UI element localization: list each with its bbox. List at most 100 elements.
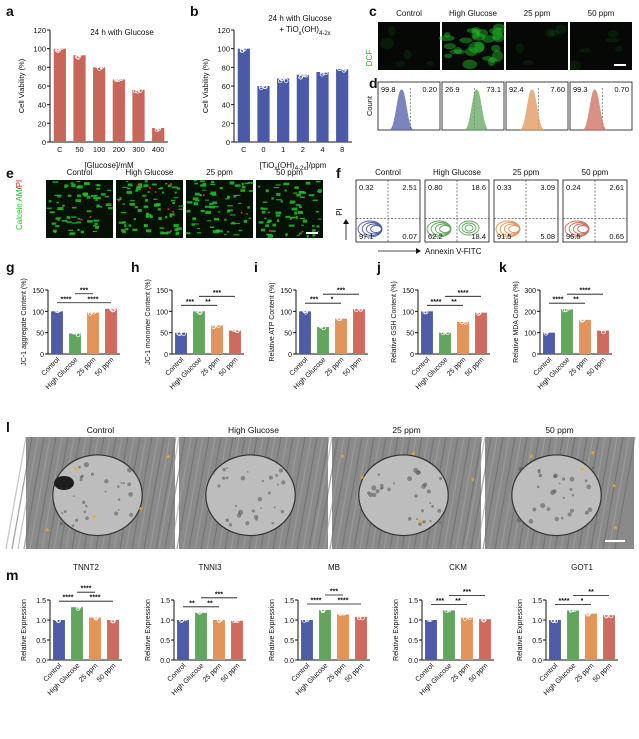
sig-label: ****: [311, 598, 322, 605]
live-cell: [216, 229, 223, 233]
chromatin: [234, 504, 237, 507]
dcf-signal: [443, 43, 456, 50]
bar-control: [299, 311, 311, 354]
dcf-signal: [489, 27, 505, 35]
live-cell: [194, 223, 199, 225]
bar-control: [543, 332, 555, 354]
live-cell: [71, 216, 77, 218]
live-cell: [241, 185, 246, 189]
data-point: [442, 329, 448, 335]
bar-1: [277, 78, 290, 142]
chromatin: [387, 487, 391, 492]
live-cell: [93, 219, 100, 222]
myofibril-band: [296, 436, 318, 550]
quadrant-ur: 3.09: [540, 183, 555, 192]
live-cell: [231, 221, 235, 224]
live-cell: [210, 191, 217, 195]
data-point: [77, 52, 83, 57]
live-cell: [317, 189, 322, 191]
live-cell: [299, 232, 302, 235]
live-cell: [240, 189, 246, 192]
y-tick-label: 40: [222, 101, 230, 110]
live-cell: [233, 194, 237, 198]
live-cell: [302, 219, 308, 223]
chromatin: [528, 519, 534, 524]
data-point: [553, 618, 559, 624]
chromatin: [379, 483, 384, 488]
live-cell: [199, 180, 205, 183]
density-contour: [370, 225, 382, 233]
data-point: [356, 613, 362, 619]
chromatin: [591, 466, 595, 470]
bar-25-ppm: [89, 617, 101, 660]
histogram-curve: [464, 89, 490, 131]
live-cell: [245, 213, 248, 215]
column-header: 50 ppm: [276, 168, 303, 177]
sig-label: ***: [310, 297, 318, 304]
bar-control: [301, 620, 313, 660]
chromatin: [422, 520, 426, 524]
mitochondria-marker: *: [93, 514, 97, 524]
chromatin: [550, 489, 556, 496]
y-tick-label: 100: [217, 45, 230, 54]
data-point: [603, 613, 609, 618]
sig-label: **: [588, 589, 594, 596]
myofibril-band: [170, 436, 192, 550]
chromatin: [251, 509, 255, 513]
bar-high-glucose: [443, 610, 455, 660]
bar-50-ppm: [107, 620, 119, 660]
y-tick-label: 0: [288, 352, 292, 359]
live-cell: [71, 183, 76, 187]
chromatin: [372, 492, 377, 498]
dcf-signal: [466, 28, 478, 33]
data-point: [88, 309, 93, 314]
flow-plot-frame: [562, 179, 628, 243]
myofibril-band: [5, 436, 27, 550]
data-point: [93, 615, 99, 621]
x-tick-label: 8: [340, 145, 344, 154]
data-point: [579, 317, 585, 322]
live-cell: [226, 231, 230, 233]
chromatin: [532, 507, 537, 512]
live-cell: [75, 199, 82, 203]
quadrant-ul: 0.33: [497, 183, 512, 192]
myofibril-band: [308, 436, 330, 550]
live-cell: [176, 187, 181, 190]
live-cell: [227, 205, 233, 207]
dcf-signal: [487, 58, 496, 66]
panel-letter-e: e: [6, 165, 14, 181]
live-cell: [64, 186, 67, 188]
myofibril-band: [137, 436, 159, 550]
live-cell: [108, 207, 113, 210]
y-tick-label: 50: [406, 331, 414, 338]
live-cell: [260, 228, 266, 232]
data-point: [213, 322, 218, 328]
live-cell: [265, 233, 272, 236]
live-cell: [137, 209, 142, 213]
myofibril-band: [29, 436, 51, 550]
chromatin: [571, 494, 575, 497]
x-axis-label-part: (OH): [277, 161, 295, 170]
nucleus: [511, 454, 602, 537]
y-tick-label: 100: [33, 45, 46, 54]
y-tick-label: 0: [410, 352, 414, 359]
myofibril-band: [482, 436, 504, 550]
live-cell: [296, 193, 301, 197]
sig-label: ****: [559, 598, 570, 605]
live-cell: [213, 217, 219, 221]
stain-label: Calcein AM/PI: [15, 180, 24, 230]
y-tick-label: 150: [280, 288, 292, 295]
live-cell: [55, 217, 62, 219]
live-cell: [125, 228, 129, 231]
live-cell: [125, 181, 129, 183]
chromatin: [240, 475, 246, 481]
live-cell: [270, 230, 276, 232]
live-cell: [204, 199, 209, 201]
y-tick-label: 0.0: [532, 658, 542, 665]
chromatin: [407, 517, 412, 521]
myofibril-band: [302, 436, 324, 550]
data-point: [111, 618, 116, 623]
bar-25-ppm: [211, 325, 223, 354]
